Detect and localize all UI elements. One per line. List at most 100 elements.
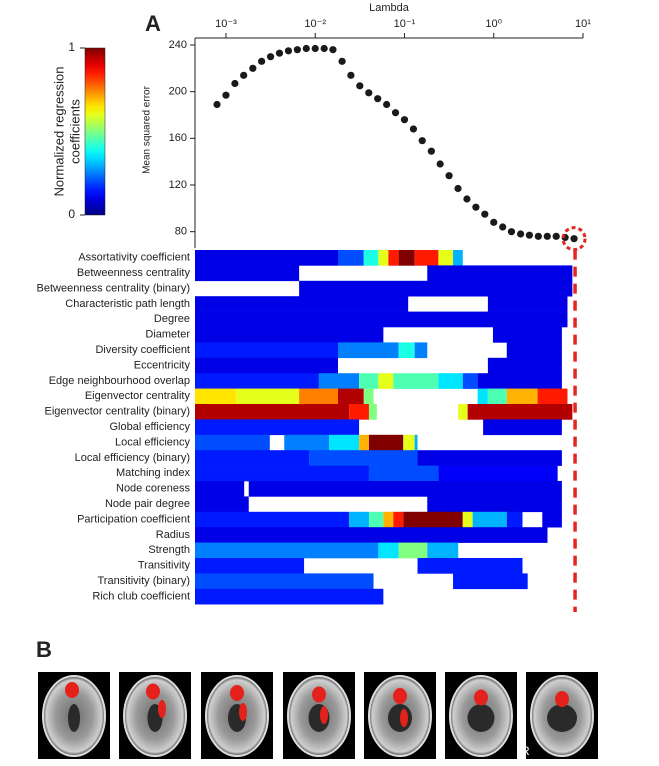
data-point (507, 228, 516, 236)
data-point (320, 44, 328, 53)
heatmap-cell (427, 496, 562, 513)
heatmap-cell (299, 388, 339, 405)
data-point (391, 109, 400, 117)
colorbar-label: Normalized regression (51, 66, 66, 196)
data-point (472, 203, 480, 211)
heatmap-cell (195, 419, 360, 436)
row-label: Global efficiency (109, 421, 190, 433)
heatmap-cell (368, 434, 404, 451)
data-point (427, 147, 435, 155)
heatmap-cell (378, 250, 389, 266)
heatmap-cell (393, 511, 404, 528)
y-tick-label: 200 (169, 86, 187, 98)
heatmap-cell (195, 527, 548, 543)
heatmap-cell (388, 250, 399, 266)
side-label: R (521, 744, 530, 758)
data-point (231, 79, 239, 88)
lesion (555, 691, 569, 707)
row-label: Local efficiency (binary) (75, 452, 190, 464)
heatmap-cell (487, 296, 568, 312)
data-point (481, 210, 489, 218)
row-label: Eccentricity (134, 359, 191, 371)
heatmap-cell (506, 342, 562, 359)
data-point (338, 57, 346, 65)
data-point (436, 160, 444, 168)
data-point (329, 46, 337, 54)
lesion (474, 689, 488, 706)
heatmap-cell (427, 542, 459, 559)
heatmap-cell (477, 388, 488, 405)
colorbar (84, 47, 106, 216)
heatmap-cell (427, 265, 573, 282)
heatmap-cell (195, 265, 300, 282)
heatmap-cell (338, 388, 364, 405)
heatmap-cell (195, 311, 568, 328)
y-tick-label: 120 (169, 179, 187, 191)
heatmap-cell (195, 434, 270, 451)
heatmap-cell (195, 342, 339, 359)
heatmap-cell (462, 511, 473, 528)
y-tick-label: 160 (169, 132, 187, 144)
data-point (490, 218, 498, 226)
row-label: Diversity coefficient (95, 344, 190, 356)
heatmap-cell (338, 250, 364, 266)
ventricle (547, 704, 577, 732)
data-point (552, 232, 560, 240)
heatmap-cell (438, 250, 454, 266)
row-label: Transitivity (138, 560, 191, 572)
lesion (400, 709, 408, 727)
colorbar-label: coefficients (67, 99, 82, 164)
heatmap-cell (195, 511, 350, 528)
y-tick-label: 80 (175, 226, 187, 238)
row-label: Node pair degree (105, 498, 190, 510)
heatmap-cell (195, 296, 409, 312)
heatmap-cell (458, 404, 468, 420)
data-point (275, 49, 284, 57)
lesion (158, 700, 166, 718)
row-label: Characteristic path length (65, 298, 190, 310)
heatmap-cell (483, 419, 562, 436)
heatmap-cell (453, 573, 528, 590)
ventricle (467, 704, 495, 732)
heatmap-cell (393, 373, 439, 389)
heatmap-cell (477, 373, 562, 389)
lesion (320, 706, 328, 724)
row-label: Matching index (116, 467, 190, 479)
data-point (454, 184, 462, 193)
heatmap-cell (195, 250, 339, 266)
row-label: Local efficiency (115, 436, 191, 448)
heatmap-cell (195, 558, 305, 574)
data-point (302, 44, 310, 53)
data-point (258, 57, 266, 65)
data-point (356, 82, 364, 90)
heatmap-cell (195, 450, 310, 466)
x-tick-label: 10¹ (575, 18, 591, 30)
data-point (347, 71, 355, 79)
heatmap-cell (195, 465, 369, 482)
data-point (365, 89, 373, 97)
data-point (418, 137, 426, 145)
data-point (293, 46, 301, 54)
row-label: Node coreness (116, 483, 190, 495)
data-point (266, 53, 275, 61)
row-label: Eigenvector centrality (binary) (44, 406, 190, 418)
data-point (213, 100, 221, 109)
heatmap-cell (414, 434, 418, 451)
lesion (146, 683, 160, 700)
data-point (517, 230, 525, 238)
x-tick-label: 10⁻³ (215, 18, 237, 30)
heatmap-cell (195, 542, 379, 559)
data-point (463, 195, 471, 203)
heatmap-cell (359, 434, 369, 451)
heatmap-cell (467, 404, 573, 420)
heatmap-cell (542, 511, 562, 528)
y-tick-label: 240 (169, 39, 187, 51)
heatmap-cell (195, 373, 319, 389)
heatmap-cell (359, 373, 379, 389)
row-label: Rich club coefficient (92, 590, 190, 602)
x-tick-label: 10⁻² (304, 18, 326, 30)
data-point (284, 47, 293, 55)
heatmap-cell (472, 511, 507, 528)
heatmap-cell (403, 434, 415, 451)
